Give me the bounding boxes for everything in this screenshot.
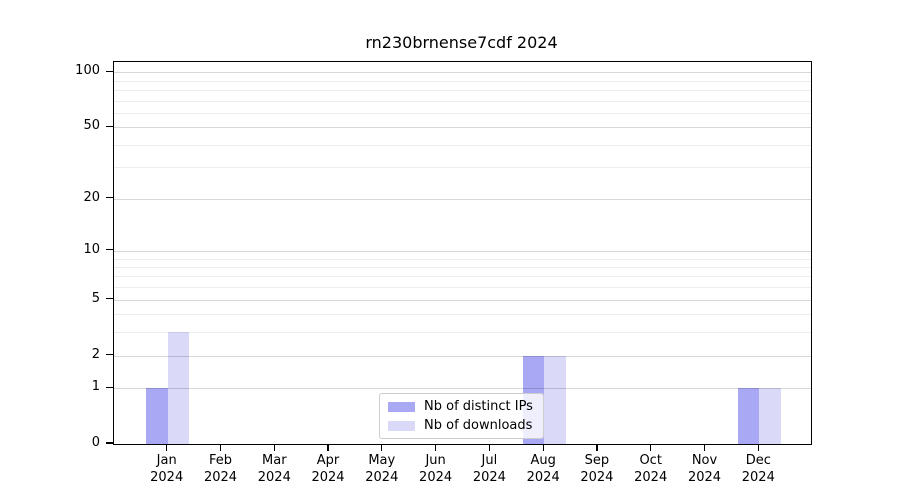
gridline-3 — [114, 332, 811, 334]
plot-area: Nb of distinct IPs Nb of downloads — [113, 61, 812, 445]
x-tick-label-nov: Nov 2024 — [687, 453, 722, 485]
gridline-30 — [114, 167, 811, 169]
x-tick-label-jun: Jun 2024 — [419, 453, 453, 485]
gridline-5 — [114, 299, 811, 301]
y-tick-label-5: 5 — [91, 290, 100, 306]
x-tick-mark-nov — [703, 444, 706, 451]
x-tick-label-mar: Mar 2024 — [257, 453, 291, 485]
bar-jan-downloads — [167, 332, 190, 444]
y-tick-label-0: 0 — [91, 435, 100, 450]
gridline-50 — [114, 127, 811, 129]
gridline-9 — [114, 258, 811, 260]
y-tick-mark-2 — [106, 353, 113, 356]
bar-dec-distinct-ips — [737, 388, 760, 444]
x-tick-mark-aug — [542, 444, 544, 451]
x-tick-label-oct: Oct 2024 — [634, 453, 668, 485]
bar-aug-downloads — [544, 355, 566, 444]
legend: Nb of distinct IPs Nb of downloads — [379, 393, 544, 439]
y-tick-mark-100 — [106, 70, 113, 72]
gridline-7 — [114, 276, 811, 278]
legend-label-distinct-ips: Nb of distinct IPs — [424, 399, 533, 414]
gridline-80 — [114, 89, 811, 91]
x-tick-mark-sep — [596, 444, 598, 451]
x-tick-label-may: May 2024 — [365, 453, 399, 485]
y-tick-label-2: 2 — [91, 346, 100, 362]
y-tick-mark-20 — [106, 197, 113, 199]
bar-jan-distinct-ips — [146, 388, 168, 444]
x-tick-label-jan: Jan 2024 — [150, 453, 184, 485]
x-tick-mark-may — [381, 444, 383, 451]
x-tick-mark-apr — [327, 444, 329, 451]
y-tick-label-50: 50 — [83, 118, 100, 134]
gridline-2 — [114, 355, 811, 357]
x-tick-label-sep: Sep 2024 — [580, 453, 614, 485]
legend-item-downloads: Nb of downloads — [388, 417, 533, 434]
legend-label-downloads: Nb of downloads — [424, 418, 533, 433]
x-tick-label-aug: Aug 2024 — [526, 453, 560, 485]
legend-item-distinct-ips: Nb of distinct IPs — [388, 398, 533, 415]
x-tick-label-apr: Apr 2024 — [311, 453, 345, 485]
x-tick-label-jul: Jul 2024 — [472, 453, 506, 485]
x-tick-mark-mar — [273, 444, 275, 451]
gridline-90 — [114, 80, 811, 82]
legend-patch-downloads — [388, 420, 415, 431]
x-tick-mark-feb — [219, 444, 222, 451]
y-tick-mark-1 — [106, 386, 113, 388]
y-tick-label-10: 10 — [83, 241, 100, 257]
x-tick-label-dec: Dec 2024 — [741, 453, 775, 485]
x-tick-mark-jul — [488, 444, 491, 451]
gridline-1 — [114, 388, 811, 390]
gridline-6 — [114, 287, 811, 289]
x-tick-mark-jan — [166, 444, 168, 451]
bar-dec-downloads — [759, 388, 781, 444]
gridline-8 — [114, 266, 811, 268]
gridline-20 — [114, 198, 811, 200]
gridline-10 — [114, 250, 811, 252]
x-tick-mark-jun — [435, 444, 437, 451]
legend-patch-distinct-ips — [388, 401, 415, 412]
gridline-60 — [114, 112, 811, 114]
gridline-70 — [114, 100, 811, 102]
y-tick-label-1: 1 — [91, 379, 100, 395]
gridline-100 — [114, 72, 811, 74]
y-tick-mark-0 — [106, 442, 113, 444]
y-tick-mark-50 — [106, 125, 113, 127]
gridlines-layer — [114, 62, 811, 444]
x-tick-mark-dec — [757, 444, 759, 451]
gridline-4 — [114, 314, 811, 316]
y-tick-label-100: 100 — [75, 63, 100, 79]
chart-title: rn230brnense7cdf 2024 — [365, 33, 558, 52]
gridline-40 — [114, 144, 811, 146]
y-tick-label-20: 20 — [83, 189, 100, 205]
x-tick-label-feb: Feb 2024 — [203, 453, 238, 485]
y-tick-mark-10 — [106, 249, 113, 251]
x-tick-mark-oct — [650, 444, 652, 451]
y-tick-mark-5 — [106, 298, 113, 300]
